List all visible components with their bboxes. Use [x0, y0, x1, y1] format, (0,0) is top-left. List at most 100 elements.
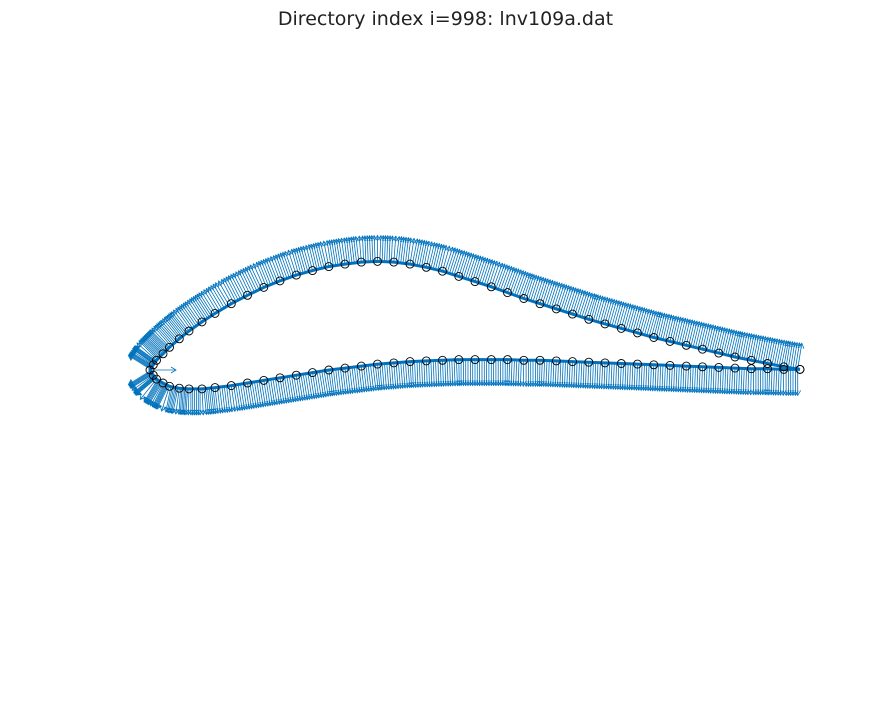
- normal-vector-head: [244, 266, 251, 274]
- figure-title: Directory index i=998: lnv109a.dat: [277, 8, 614, 30]
- normal-vector-head: [499, 263, 507, 270]
- normal-vector-head: [394, 383, 402, 390]
- normal-vector-head: [261, 400, 269, 408]
- normal-vector: [135, 377, 156, 395]
- surface-point: [698, 344, 707, 354]
- surface-point: [197, 384, 207, 394]
- surface-point: [486, 355, 496, 365]
- surface-point: [152, 355, 161, 365]
- normal-vector-head: [587, 292, 594, 299]
- normal-vector-head: [301, 245, 308, 252]
- normal-vector-head: [566, 285, 573, 293]
- surface-point: [174, 383, 184, 393]
- surface-point: [275, 373, 285, 383]
- normal-vector-head: [681, 317, 688, 325]
- normal-vector-head: [212, 283, 219, 290]
- surface-point: [324, 262, 334, 272]
- normal-vector-head: [494, 261, 502, 268]
- normal-vector-head: [262, 258, 269, 266]
- normal-vector-head: [173, 309, 180, 316]
- surface-point: [519, 294, 529, 303]
- surface-point: [438, 266, 447, 276]
- normal-vector-head: [445, 245, 452, 252]
- normal-vector-head: [777, 389, 784, 396]
- surface-point: [389, 257, 399, 267]
- normal-vector: [139, 339, 159, 359]
- normal-vector: [207, 388, 211, 415]
- normal-vector-head: [509, 266, 516, 274]
- normal-vector-head: [203, 289, 210, 296]
- normal-vector-head: [138, 340, 145, 347]
- normal-vector-head: [220, 278, 227, 286]
- surface-point: [165, 342, 174, 352]
- surface-point: [373, 359, 382, 369]
- normal-vector-head: [725, 328, 732, 335]
- normal-vector-head: [794, 390, 802, 397]
- normal-vector-head: [129, 382, 137, 388]
- normal-vector: [160, 320, 179, 341]
- surface-point: [600, 319, 610, 329]
- normal-vector-head: [404, 236, 412, 244]
- normal-vector-head: [473, 254, 480, 262]
- normal-vector: [326, 240, 332, 267]
- normal-vector-head: [427, 241, 435, 248]
- normal-vector: [256, 262, 267, 287]
- normal-vector-head: [318, 241, 325, 248]
- normal-vector: [238, 270, 251, 295]
- normal-vector-head: [259, 259, 266, 267]
- normal-vector-head: [511, 267, 518, 274]
- normal-vector-head: [252, 262, 259, 270]
- surface-point: [551, 356, 561, 366]
- normal-vector-head: [264, 257, 271, 265]
- normal-vector-head: [633, 305, 640, 312]
- surface-point: [763, 359, 772, 368]
- normal-vector-head: [324, 239, 332, 247]
- normal-vector: [444, 247, 454, 273]
- surface-point: [340, 259, 350, 269]
- normal-vector: [203, 388, 207, 415]
- surface-point: [421, 262, 431, 272]
- normal-vector-head: [744, 389, 752, 396]
- surface-point: [535, 299, 545, 309]
- normal-vector: [154, 384, 168, 409]
- normal-vector-head: [359, 235, 367, 242]
- normal-vector: [184, 388, 187, 415]
- normal-vector: [525, 274, 535, 300]
- normal-vector-head: [671, 315, 679, 322]
- normal-vector-head: [520, 270, 528, 278]
- normal-vector-head: [704, 323, 711, 330]
- normal-vector-head: [392, 235, 399, 242]
- normal-vector-head: [554, 281, 562, 289]
- normal-vector-head: [255, 261, 262, 269]
- normal-vector-head: [377, 234, 385, 241]
- normal-vector-head: [215, 282, 221, 289]
- normal-vector: [134, 377, 156, 395]
- normal-vector-head: [196, 409, 204, 416]
- surface-point: [291, 270, 301, 280]
- normal-vector-head: [452, 247, 460, 255]
- normal-vector-head: [557, 282, 564, 290]
- normal-vector-head: [369, 385, 377, 392]
- normal-vector-head: [282, 397, 289, 404]
- surface-point: [714, 348, 724, 358]
- surface-point: [779, 362, 789, 372]
- normal-vector-head: [200, 290, 207, 298]
- normal-vector-head: [314, 392, 322, 399]
- surface-point: [779, 364, 789, 374]
- normal-vector: [291, 249, 299, 275]
- normal-vector-head: [651, 310, 659, 317]
- normal-vector: [171, 311, 188, 333]
- normal-vector-head: [240, 268, 247, 276]
- normal-vector-head: [170, 407, 177, 415]
- surface-point: [681, 361, 691, 371]
- normal-vector-head: [281, 251, 288, 259]
- normal-vector-head: [249, 402, 257, 410]
- normal-vector-head: [296, 246, 304, 254]
- normal-vector-head: [536, 275, 543, 283]
- normal-vector-head: [210, 284, 217, 292]
- normal-vector-head: [382, 384, 390, 391]
- surface-point: [698, 362, 707, 372]
- normal-vector: [736, 331, 743, 358]
- normal-vector-head: [306, 243, 314, 251]
